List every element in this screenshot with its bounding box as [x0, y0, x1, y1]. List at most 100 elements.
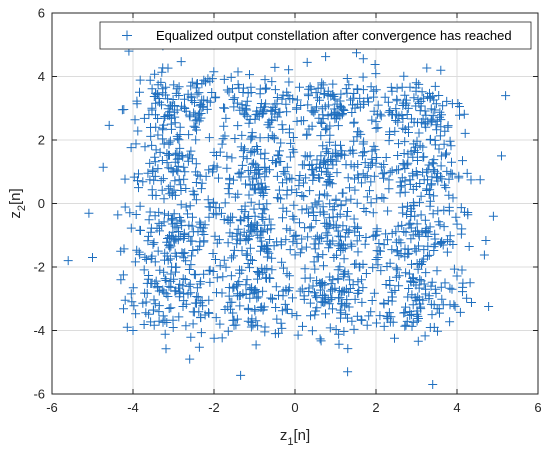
data-point [188, 212, 197, 222]
data-point [204, 212, 214, 222]
data-point [394, 111, 404, 121]
data-point [244, 190, 254, 200]
data-point [393, 117, 403, 127]
data-point [331, 325, 341, 334]
y-axis-label: z2[n] [7, 188, 28, 218]
data-point [194, 307, 204, 317]
data-point [447, 284, 457, 294]
data-point [409, 117, 419, 127]
data-point [466, 175, 476, 185]
data-point [126, 223, 136, 233]
data-point [150, 299, 160, 309]
data-point [368, 208, 378, 218]
data-point [402, 110, 412, 119]
data-point [205, 265, 215, 275]
data-point [174, 154, 184, 164]
data-point [400, 321, 410, 331]
data-point [285, 152, 295, 162]
data-point [226, 271, 236, 281]
data-point [321, 228, 331, 238]
data-point [430, 284, 440, 294]
data-point [235, 301, 245, 311]
data-point [237, 100, 247, 110]
data-point [416, 210, 426, 220]
data-point [130, 115, 140, 125]
data-point [442, 96, 452, 106]
data-point [159, 194, 169, 204]
data-point [413, 264, 423, 274]
data-point [184, 130, 194, 140]
data-point [295, 286, 305, 296]
data-point [391, 263, 401, 273]
data-point [335, 209, 345, 219]
data-point [408, 274, 418, 283]
data-point [168, 214, 178, 224]
data-point [170, 286, 180, 296]
data-point [149, 175, 159, 185]
data-point [348, 148, 358, 158]
data-point [352, 236, 362, 246]
data-point [151, 276, 161, 286]
data-point [307, 121, 317, 131]
data-point [267, 77, 277, 87]
data-point [253, 274, 262, 284]
data-point [159, 139, 169, 149]
data-point [209, 333, 219, 343]
data-point [125, 208, 135, 218]
data-point [384, 184, 394, 194]
data-point [172, 165, 182, 175]
data-point [254, 199, 264, 209]
data-point [325, 323, 335, 333]
data-point [170, 176, 180, 186]
data-point [330, 149, 340, 159]
data-point [324, 243, 334, 253]
data-point [360, 147, 369, 157]
x-tick-labels: -6 -4 -2 0 2 4 6 [46, 400, 541, 415]
data-point [230, 192, 240, 202]
data-point [297, 234, 307, 244]
data-point [271, 282, 281, 292]
data-point [171, 262, 180, 272]
data-point [308, 281, 318, 291]
data-point [369, 86, 379, 96]
data-point [321, 124, 331, 134]
data-point [284, 77, 294, 87]
data-point [310, 244, 320, 254]
data-point [247, 159, 257, 169]
data-point [332, 168, 342, 178]
data-points [63, 41, 511, 389]
data-point [414, 128, 424, 138]
data-point [418, 142, 428, 152]
data-point [329, 109, 339, 119]
data-point [249, 158, 258, 168]
data-point [283, 304, 292, 314]
data-point [444, 174, 454, 184]
x-tick-label: 0 [291, 400, 298, 415]
data-point [309, 239, 319, 249]
data-point [315, 334, 325, 344]
data-point [361, 233, 371, 242]
data-point [387, 86, 397, 96]
data-point [144, 110, 154, 120]
data-point [276, 138, 286, 148]
data-point [398, 208, 408, 218]
y-tick-label: 4 [38, 69, 45, 84]
data-point [412, 136, 422, 146]
data-point [333, 226, 343, 236]
data-point [325, 199, 335, 209]
data-point [232, 98, 242, 108]
data-point [391, 104, 401, 114]
data-point [447, 157, 456, 167]
data-point [157, 156, 167, 165]
data-point [335, 101, 345, 111]
data-point [413, 311, 423, 321]
data-point [340, 243, 350, 253]
data-point [258, 215, 268, 224]
data-point [104, 120, 114, 130]
x-tick-label: -2 [208, 400, 220, 415]
data-point [160, 209, 169, 219]
data-point [141, 255, 151, 264]
data-point [295, 218, 304, 228]
data-point [164, 150, 173, 160]
